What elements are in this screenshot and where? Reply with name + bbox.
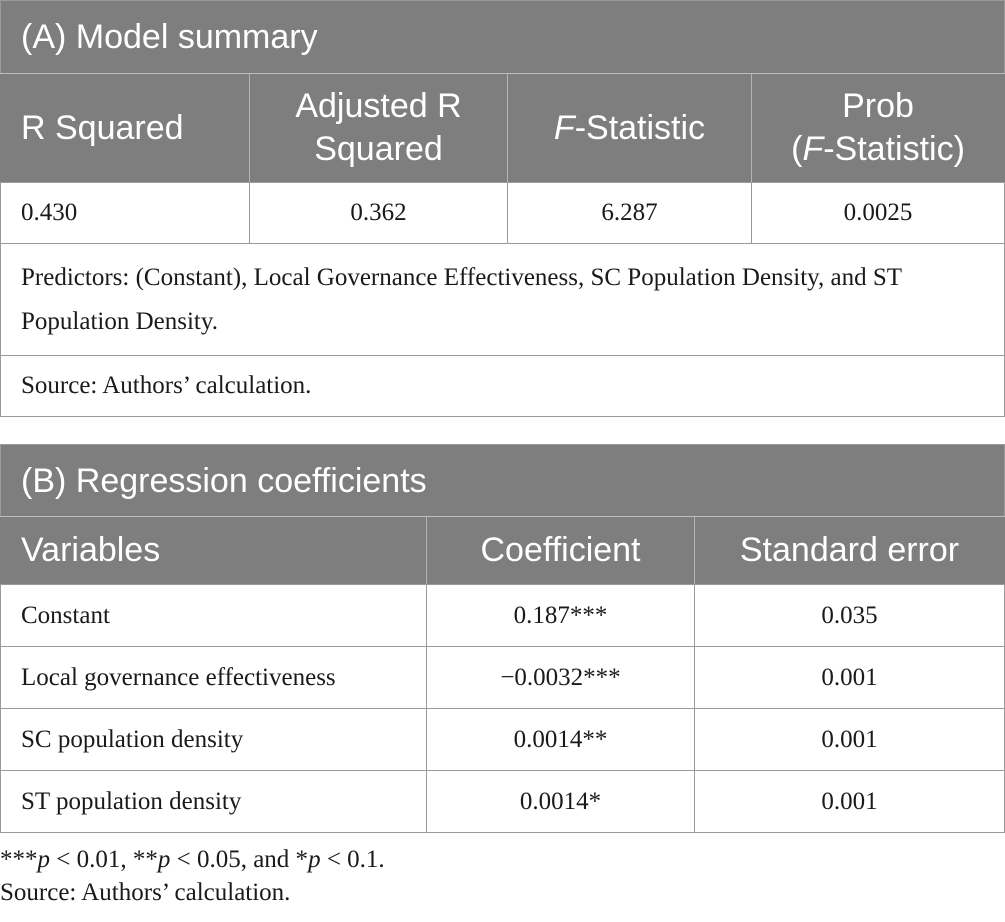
header-f-statistic: F-Statistic (507, 73, 752, 183)
regression-caption: (B) Regression coefficients (0, 444, 1005, 517)
variable-name: SC population density (0, 708, 427, 771)
table-a-source-note: Source: Authors’ calculation. (0, 355, 1005, 417)
header-adjusted-line1: Adjusted R (295, 87, 462, 125)
value-adjusted-r-squared: 0.362 (249, 182, 508, 244)
source-footnote: Source: Authors’ calculation. (0, 879, 291, 906)
model-summary-table: (A) Model summary R Squared Adjusted R S… (0, 0, 1005, 417)
variable-name: ST population density (0, 770, 427, 833)
sig-p-2: p (157, 846, 171, 873)
header-standard-error: Standard error (694, 516, 1005, 585)
model-summary-caption: (A) Model summary (0, 0, 1005, 74)
sig-text-2: < 0.05, and * (170, 846, 309, 873)
sig-p-1: p (37, 846, 51, 873)
std-error-value: 0.001 (694, 708, 1005, 771)
coefficient-value: 0.187*** (426, 584, 695, 647)
std-error-value: 0.001 (694, 646, 1005, 709)
table-row: SC population density 0.0014** 0.001 (0, 708, 1005, 771)
coefficient-value: −0.0032*** (426, 646, 695, 709)
header-f-italic: F (553, 108, 575, 147)
header-r-squared: R Squared (0, 73, 250, 183)
predictors-note: Predictors: (Constant), Local Governance… (0, 243, 1005, 356)
sig-text-1: < 0.01, ** (50, 846, 158, 873)
variable-name: Local governance effectiveness (0, 646, 427, 709)
variable-name: Constant (0, 584, 427, 647)
header-prob-line1: Prob (842, 87, 914, 125)
value-r-squared: 0.430 (0, 182, 250, 244)
coefficient-value: 0.0014* (426, 770, 695, 833)
header-adjusted-r-squared: Adjusted R Squared (249, 73, 508, 183)
value-f-statistic: 6.287 (507, 182, 752, 244)
table-row: Local governance effectiveness −0.0032**… (0, 646, 1005, 709)
header-coefficient: Coefficient (426, 516, 695, 585)
header-prob-f-statistic: Prob (F-Statistic) (750, 73, 1005, 183)
header-adjusted-line2: Squared (314, 130, 443, 168)
sig-p-3: p (308, 846, 321, 873)
regression-coefficients-table: (B) Regression coefficients Variables Co… (0, 444, 1005, 833)
header-prob-open: ( (791, 130, 803, 168)
std-error-value: 0.001 (694, 770, 1005, 833)
coefficient-value: 0.0014** (426, 708, 695, 771)
header-prob-f-italic: F (802, 130, 824, 168)
table-row: Constant 0.187*** 0.035 (0, 584, 1005, 647)
sig-marker-1: *** (0, 846, 38, 873)
std-error-value: 0.035 (694, 584, 1005, 647)
header-f-rest: -Statistic (574, 108, 706, 147)
header-variables: Variables (0, 516, 427, 585)
significance-footnote: ***p < 0.01, **p < 0.05, and *p < 0.1. (0, 846, 385, 874)
table-row: ST population density 0.0014* 0.001 (0, 770, 1005, 833)
sig-text-3: < 0.1. (320, 846, 385, 873)
value-prob-f-statistic: 0.0025 (750, 182, 1005, 244)
header-prob-rest: -Statistic) (823, 130, 965, 168)
